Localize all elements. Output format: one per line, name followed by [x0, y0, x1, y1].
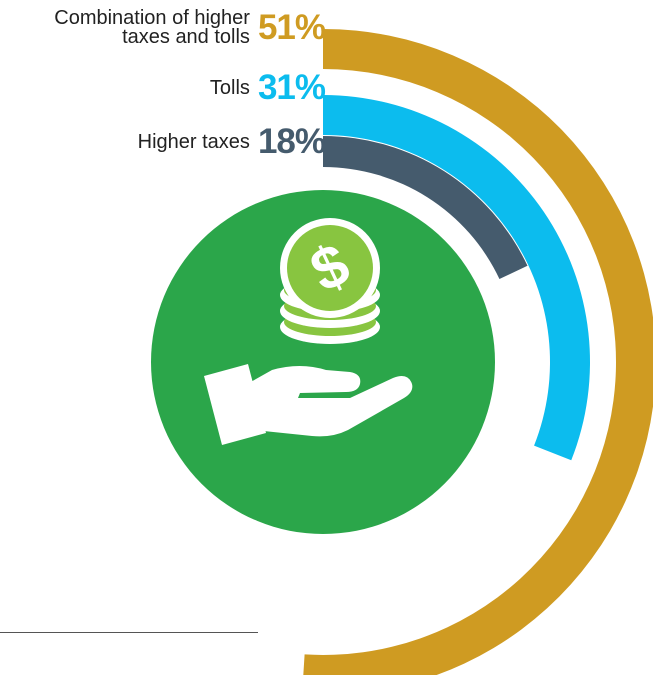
series-name-line-2: taxes and tolls: [122, 26, 250, 48]
radial-bar-tolls: [323, 95, 590, 461]
legend-label-higher-taxes: Higher taxes 18%: [137, 122, 326, 162]
hand-icon: [204, 364, 413, 445]
series-name-line-1: Combination of higher: [54, 7, 250, 29]
radial-bar-higher-taxes: [323, 136, 528, 279]
center-disc: [151, 190, 495, 534]
percent-label-tolls: 31%: [257, 68, 326, 107]
radial-bar-combination-of-higher-taxes-and-tolls: [303, 29, 653, 675]
hand-holding-coins-icon: $: [204, 218, 413, 445]
percent-label-combination: 51%: [257, 8, 326, 47]
radial-bars: [303, 29, 653, 675]
percent-label-higher-taxes: 18%: [257, 122, 326, 161]
series-name-tolls: Tolls: [209, 76, 250, 99]
divider-line: [0, 632, 258, 633]
legend-label-tolls: Tolls 31%: [209, 68, 326, 108]
series-name-higher-taxes: Higher taxes: [137, 130, 250, 153]
coin-stack-icon: [280, 218, 380, 344]
legend-label-combination: Combination of higher taxes and tolls 51…: [54, 7, 326, 48]
series-name-combination: Combination of higher taxes and tolls: [54, 7, 250, 48]
center-badge: $: [151, 190, 495, 534]
